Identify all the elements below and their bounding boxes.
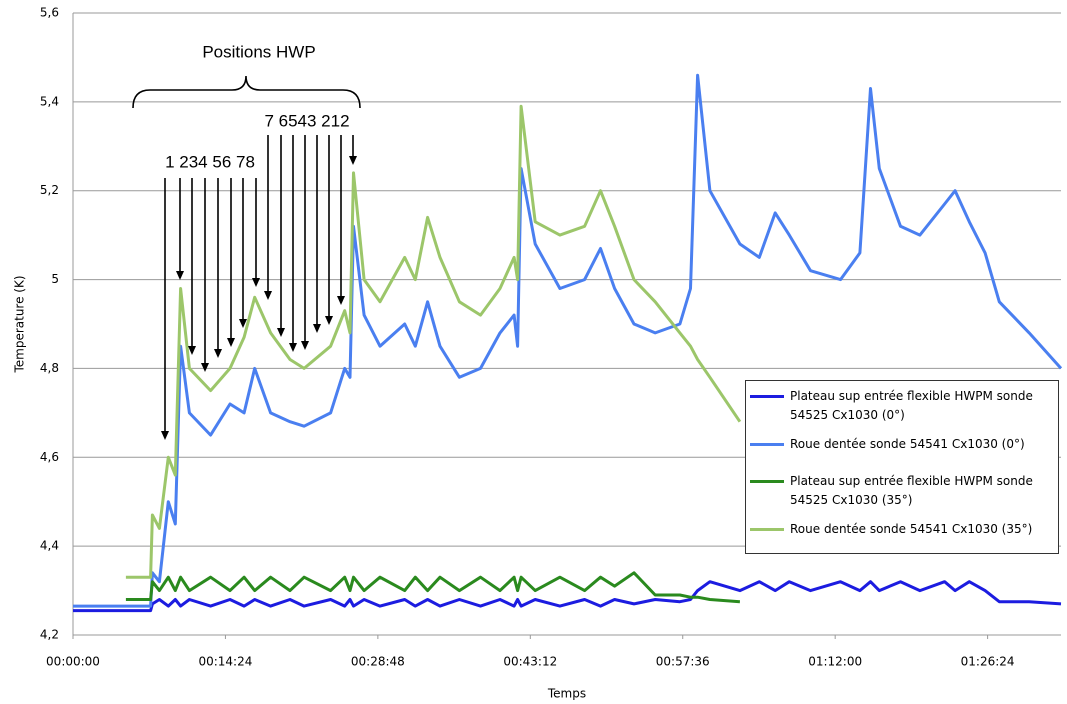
x-tick-label: 00:57:36: [656, 655, 710, 669]
y-tick-label: 4,6: [40, 450, 59, 464]
y-tick-label: 5: [51, 272, 59, 286]
arrow-head: [201, 363, 209, 372]
y-tick-label: 5,6: [40, 6, 59, 20]
annotation: 1 234 56 78: [165, 152, 255, 171]
y-tick-label: 5,4: [40, 94, 59, 108]
legend-label: Roue dentée sonde 54541 Cx1030 (0°): [790, 437, 1025, 451]
legend-swatch: [750, 395, 784, 398]
x-tick-label: 01:12:00: [808, 655, 862, 669]
arrow-head: [161, 431, 169, 440]
arrow-head: [289, 343, 297, 352]
arrow-head: [277, 328, 285, 337]
annotation: 7 6543 212: [264, 111, 349, 130]
arrow-head: [214, 349, 222, 358]
y-tick-label: 4,2: [40, 628, 59, 642]
legend-swatch: [750, 528, 784, 531]
x-tick-label: 01:26:24: [961, 655, 1015, 669]
arrow-head: [176, 271, 184, 280]
arrow-head: [349, 156, 357, 165]
legend-label: Plateau sup entrée flexible HWPM sonde 5…: [790, 474, 1033, 507]
x-axis-label: Temps: [547, 687, 586, 701]
series-line: [125, 104, 742, 579]
brace: [132, 75, 361, 109]
arrow-head: [252, 278, 260, 287]
arrow-head: [227, 338, 235, 347]
legend-item: Roue dentée sonde 54541 Cx1030 (35°): [750, 520, 1054, 539]
series-line: [73, 580, 1062, 613]
y-tick-label: 4,4: [40, 539, 59, 553]
arrow-head: [239, 319, 247, 328]
y-tick-label: 5,2: [40, 183, 59, 197]
x-tick-label: 00:28:48: [351, 655, 405, 669]
legend-item: Plateau sup entrée flexible HWPM sonde 5…: [750, 387, 1054, 425]
annotation-arrows: [132, 75, 361, 109]
arrow-head: [264, 291, 272, 300]
series-line: [73, 73, 1063, 608]
y-tick-label: 4,8: [40, 361, 59, 375]
legend-item: Roue dentée sonde 54541 Cx1030 (0°): [750, 435, 1054, 454]
arrow-head: [188, 346, 196, 355]
annotation: Positions HWP: [202, 42, 315, 61]
legend-label: Roue dentée sonde 54541 Cx1030 (35°): [790, 522, 1033, 536]
x-tick-label: 00:14:24: [198, 655, 252, 669]
y-axis-label: Temperature (K): [13, 275, 27, 373]
arrow-head: [337, 296, 345, 305]
legend-label: Plateau sup entrée flexible HWPM sonde 5…: [790, 389, 1033, 422]
series-line: [125, 571, 741, 604]
arrow-head: [325, 316, 333, 325]
legend-swatch: [750, 443, 784, 446]
x-tick-label: 00:00:00: [46, 655, 100, 669]
legend-swatch: [750, 480, 784, 483]
arrow-head: [313, 324, 321, 333]
arrow-head: [301, 341, 309, 350]
legend: Plateau sup entrée flexible HWPM sonde 5…: [745, 380, 1059, 554]
x-tick-label: 00:43:12: [503, 655, 557, 669]
legend-item: Plateau sup entrée flexible HWPM sonde 5…: [750, 472, 1054, 510]
